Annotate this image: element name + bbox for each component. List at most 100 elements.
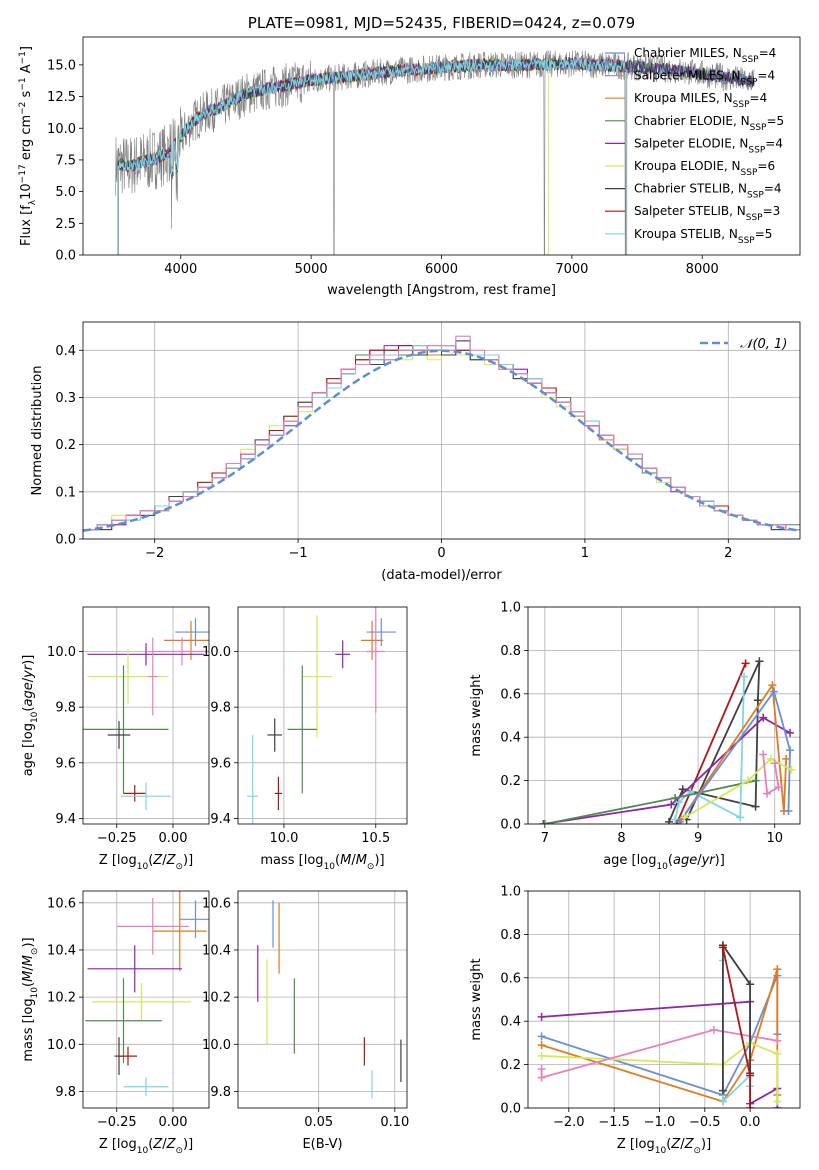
x-tick-label: 10.5 xyxy=(361,831,390,846)
y-tick-label: 0.2 xyxy=(55,438,76,453)
y-tick-label: 0.0 xyxy=(500,818,521,833)
gridlines xyxy=(83,891,209,1108)
model-spectrum-line xyxy=(117,57,755,255)
model-spectrum-line xyxy=(117,55,628,255)
mass-weight-series xyxy=(759,750,783,798)
series-marker xyxy=(769,687,778,696)
errorbar-point xyxy=(179,900,209,939)
series-marker xyxy=(773,1036,782,1045)
y-axis-label: Normed distribution xyxy=(30,366,45,496)
legend-entry: 𝒩(0, 1) xyxy=(740,337,787,352)
series-marker xyxy=(667,800,676,809)
series-marker xyxy=(741,659,750,668)
y-tick-label: 10.6 xyxy=(47,896,76,911)
errorbar-point xyxy=(123,1077,169,1097)
x-tick-label: 0 xyxy=(437,546,445,561)
x-tick-label: 7 xyxy=(541,831,549,846)
y-tick-label: 0.0 xyxy=(55,249,76,264)
mass-weight-series xyxy=(680,754,796,822)
panel-age_vs_Z: −0.25 0.00 9.4 9.6 9.8 10.0 Z [log10(Z/Z⊙)] age… xyxy=(21,606,210,872)
errorbar-point xyxy=(267,718,283,752)
x-tick-label: −0.5 xyxy=(689,1115,721,1130)
series-marker xyxy=(773,1049,782,1058)
series-line xyxy=(540,1028,778,1079)
series-marker xyxy=(746,1071,755,1080)
axes-frame xyxy=(82,606,210,825)
series-marker xyxy=(755,657,764,666)
x-axis-label: mass [log10(M/M⊙)] xyxy=(260,853,384,872)
y-axis-label: mass [log10(M/M⊙)] xyxy=(21,937,40,1061)
series-marker xyxy=(786,746,795,755)
x-tick-label: 0.00 xyxy=(159,831,188,846)
y-tick-label: 0.3 xyxy=(55,391,76,406)
y-tick-label: 0.6 xyxy=(500,971,521,986)
series-marker xyxy=(537,1073,546,1082)
legend: 𝒩(0, 1) xyxy=(700,337,787,352)
series-marker xyxy=(539,820,548,824)
series-marker xyxy=(664,817,673,824)
errorbar-point xyxy=(116,898,189,955)
axes-frame xyxy=(82,321,801,540)
x-axis-label: Z [log10(Z/Z⊙)] xyxy=(99,1137,193,1156)
legend-entry: Salpeter STELIB, NSSP=3 xyxy=(634,204,780,223)
series-marker xyxy=(751,776,760,785)
series-marker xyxy=(784,806,793,815)
y-tick-label: 1.0 xyxy=(500,885,521,900)
y-tick-label: 0.1 xyxy=(55,485,76,500)
series-marker xyxy=(773,1097,782,1106)
gridlines xyxy=(238,891,407,1108)
legend-entry: Chabrier MILES, NSSP=4 xyxy=(634,46,776,65)
series-marker xyxy=(751,802,760,811)
series-marker xyxy=(678,785,687,794)
axes-frame xyxy=(237,606,408,825)
x-axis-label: Z [log10(Z/Z⊙)] xyxy=(99,853,193,872)
x-tick-label: −1 xyxy=(289,546,308,561)
errorbar-point xyxy=(361,620,384,660)
series-marker xyxy=(763,789,772,798)
series-line xyxy=(543,716,791,824)
x-tick-label: −2.0 xyxy=(553,1115,585,1130)
y-tick-label: 10.2 xyxy=(202,991,231,1006)
x-tick-label: 7000 xyxy=(555,262,588,277)
series-marker xyxy=(537,1012,546,1021)
x-tick-label: 9 xyxy=(694,831,702,846)
model-spectrum-line xyxy=(117,57,755,255)
series-marker xyxy=(770,759,779,768)
axes-frame xyxy=(82,890,210,1109)
errorbar-point xyxy=(175,618,209,646)
y-tick-label: 0.2 xyxy=(500,774,521,789)
y-tick-label: 9.6 xyxy=(210,756,231,771)
x-tick-label: 10.0 xyxy=(269,831,298,846)
panel-mass_vs_Z: −0.25 0.00 9.8 10.0 10.2 10.4 10.6 Z [log10(Z/Z… xyxy=(21,890,210,1156)
series-marker xyxy=(773,965,782,974)
axes-frame xyxy=(527,890,801,1109)
series-line xyxy=(722,942,751,1091)
errorbar-point xyxy=(85,978,162,1064)
series-marker xyxy=(537,1051,546,1060)
series-marker xyxy=(537,1064,546,1073)
y-tick-label: 7.5 xyxy=(55,153,76,168)
gridlines xyxy=(528,606,800,825)
panel-massweight_vs_age: 7 8 9 10 0.0 0.2 0.4 0.6 0.8 1.0 age [log10(age/yr… xyxy=(469,601,801,872)
panel-mass_vs_EBV: 0.05 0.10 9.8 10.0 10.2 10.4 10.6 E(B-V) xyxy=(202,890,409,1152)
series-marker xyxy=(743,776,752,785)
x-tick-label: 8 xyxy=(617,831,625,846)
errorbar-point xyxy=(335,640,351,669)
y-tick-label: 9.8 xyxy=(210,1085,231,1100)
y-tick-label: 10.0 xyxy=(47,645,76,660)
errorbar-point xyxy=(366,607,385,713)
x-tick-label: −2 xyxy=(145,546,164,561)
y-tick-label: 0.0 xyxy=(55,533,76,548)
x-tick-label: 4000 xyxy=(164,262,197,277)
mass-weight-series xyxy=(540,776,760,824)
x-axis-label: age [log10(age/yr)] xyxy=(603,853,725,872)
errorbar-point xyxy=(119,1046,137,1066)
mass-weight-series xyxy=(537,1025,782,1082)
y-tick-label: 9.8 xyxy=(210,701,231,716)
model-spectrum-line xyxy=(117,57,755,255)
errorbar-point xyxy=(107,721,131,749)
x-tick-label: −1.5 xyxy=(598,1115,630,1130)
mass-weight-series xyxy=(675,687,795,824)
y-tick-label: 10.4 xyxy=(47,943,76,958)
series-marker xyxy=(718,943,727,952)
